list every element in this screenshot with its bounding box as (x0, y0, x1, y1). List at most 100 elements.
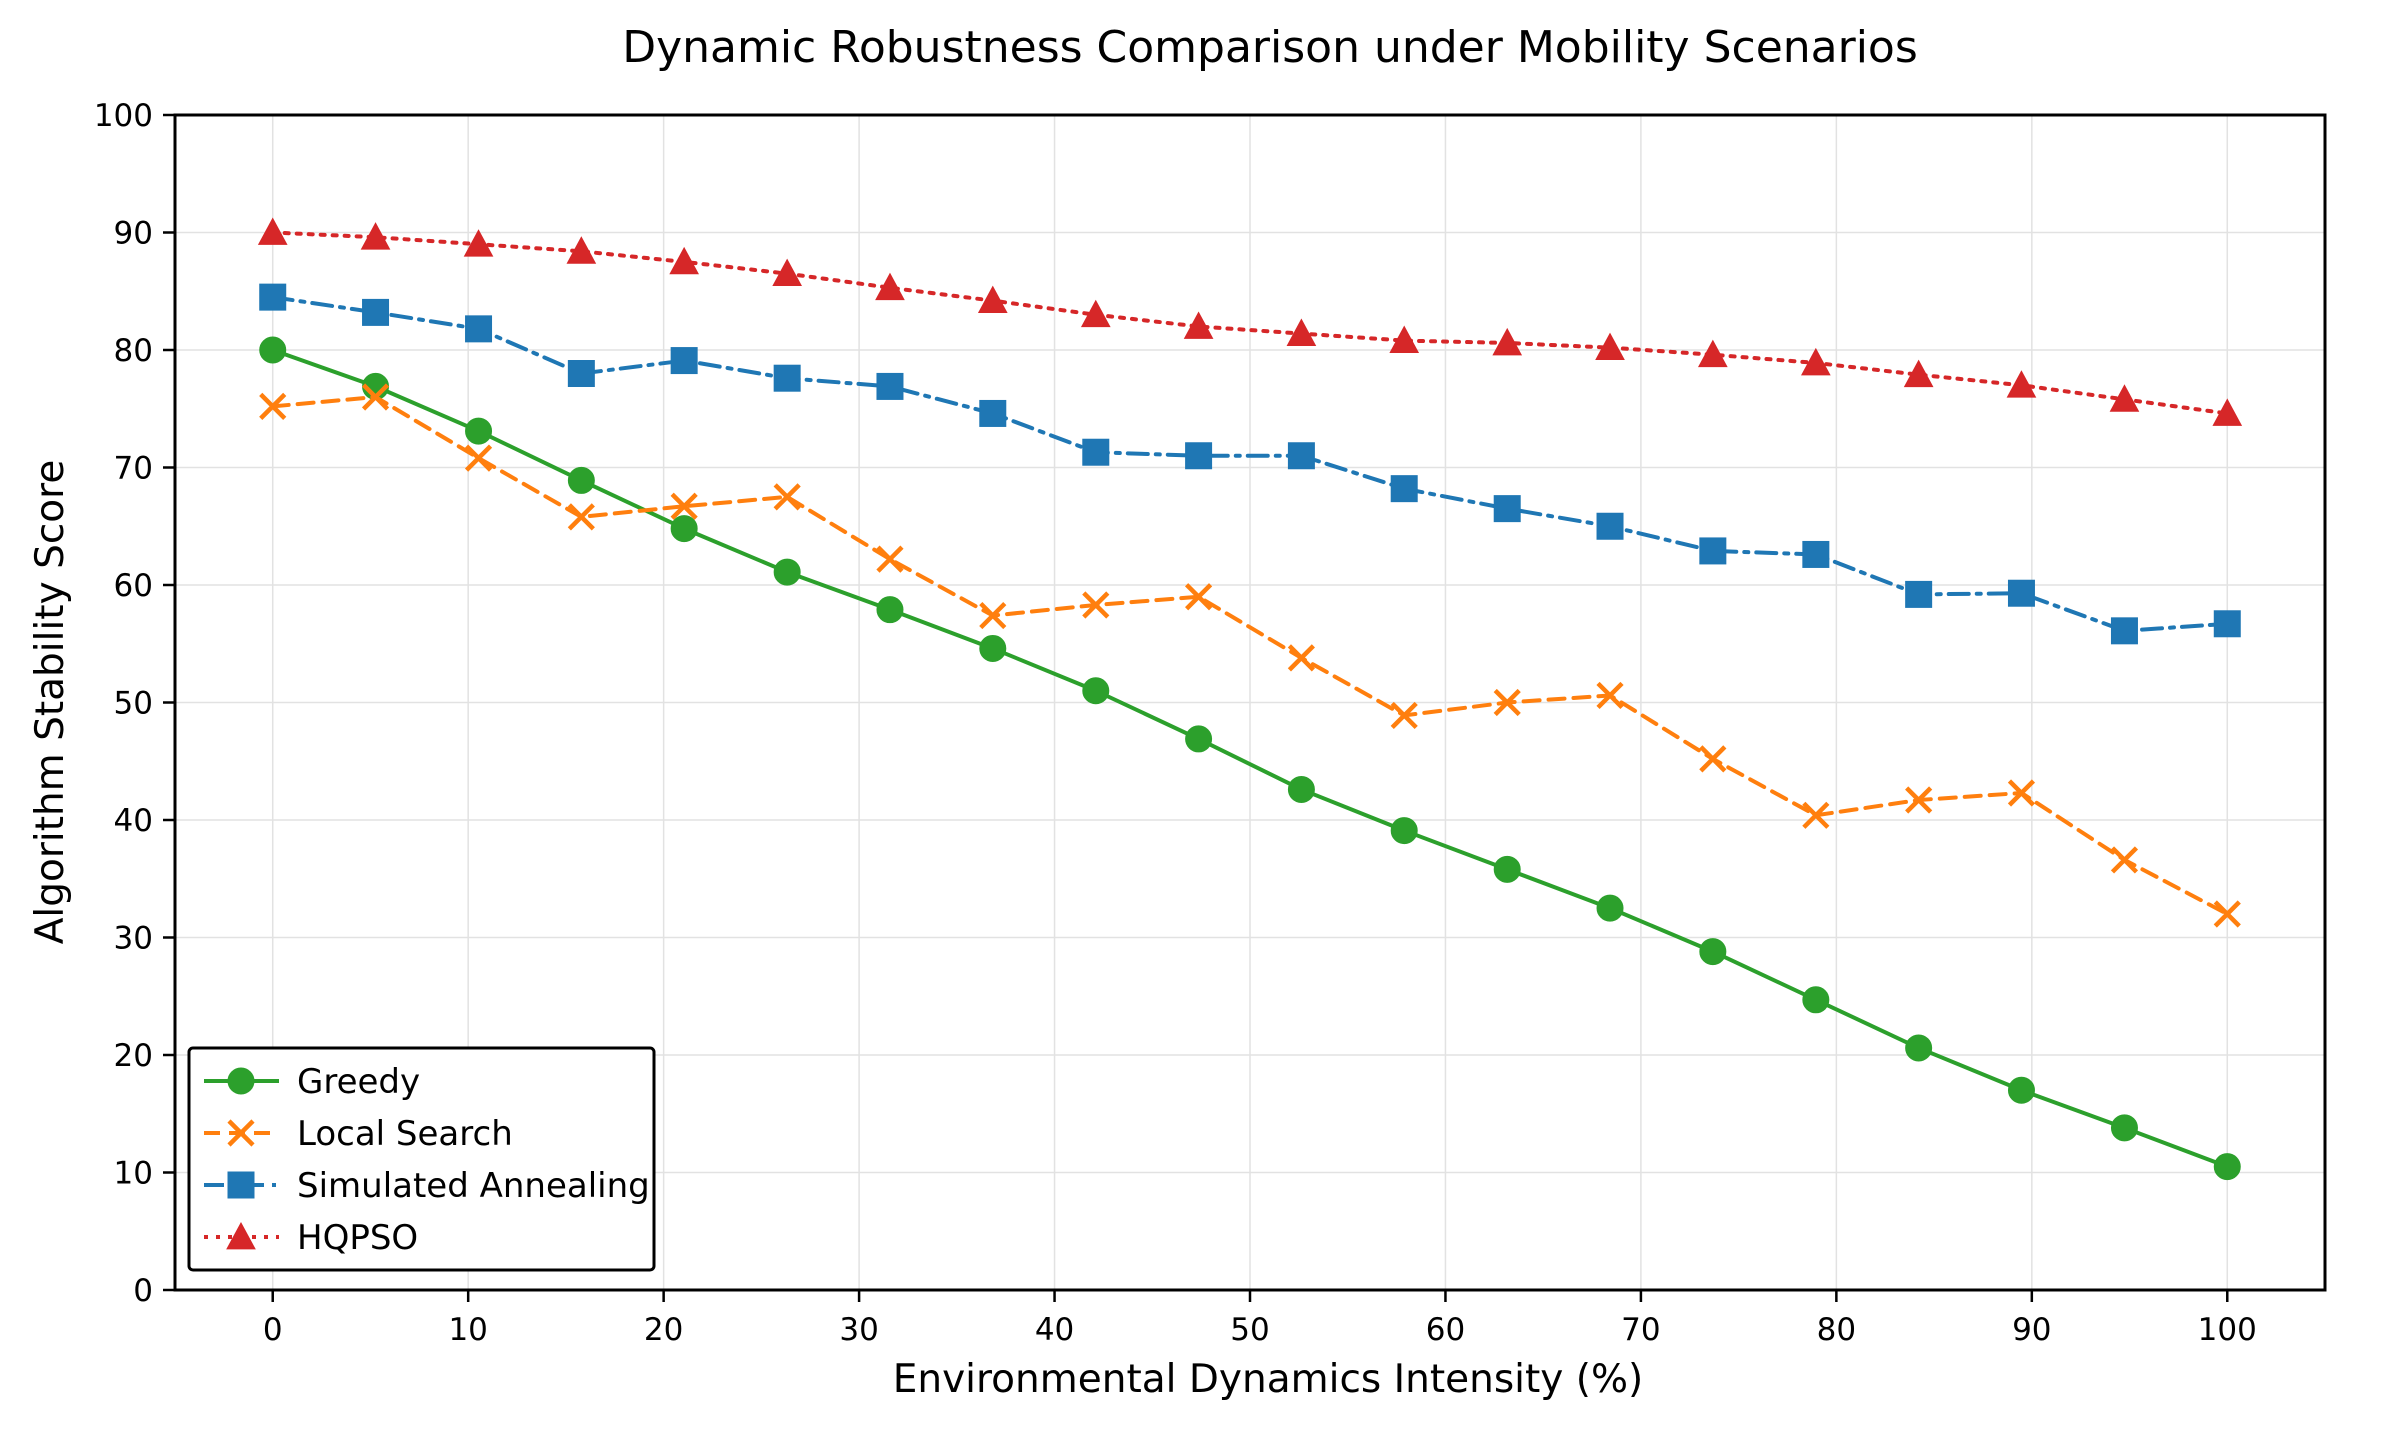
data-point-hqpso-18 (2109, 384, 2140, 412)
data-point-simulated-annealing-9 (1185, 442, 1213, 470)
data-point-local-search-7 (979, 601, 1007, 630)
series-line-greedy (270, 348, 2230, 1169)
legend-label-local-search: Local Search (297, 1114, 513, 1154)
data-point-local-search-0 (259, 392, 287, 420)
legend-label-hqpso: HQPSO (297, 1218, 418, 1258)
data-point-simulated-annealing-4 (670, 347, 698, 375)
y-tick-label-2: 20 (114, 1038, 153, 1074)
series-line-simulated-annealing (270, 295, 2230, 633)
x-tick-label-6: 60 (1426, 1312, 1465, 1348)
data-point-simulated-annealing-8 (1082, 438, 1110, 466)
data-point-greedy-0 (259, 336, 287, 364)
data-point-local-search-2 (464, 444, 493, 472)
data-point-greedy-3 (567, 466, 595, 494)
data-point-local-search-4 (670, 492, 698, 520)
series-line-local-search (270, 395, 2230, 916)
y-tick-label-4: 40 (114, 803, 153, 839)
data-point-greedy-5 (773, 558, 801, 586)
series-layer (257, 217, 2243, 1181)
data-point-greedy-16 (1905, 1034, 1933, 1062)
legend-label-simulated-annealing: Simulated Annealing (297, 1166, 650, 1206)
series-local-search (259, 383, 2241, 928)
x-tick-label-10: 100 (2198, 1312, 2257, 1348)
data-point-hqpso-7 (977, 285, 1008, 314)
x-axis-label: Environmental Dynamics Intensity (%) (893, 1357, 1644, 1402)
data-point-hqpso-4 (669, 246, 699, 275)
data-point-simulated-annealing-7 (979, 399, 1007, 427)
series-greedy (259, 336, 2241, 1181)
series-hqpso (257, 217, 2243, 426)
y-tick-label-6: 60 (114, 568, 153, 604)
data-point-local-search-1 (361, 383, 390, 411)
data-point-hqpso-14 (1697, 339, 1728, 368)
data-point-hqpso-5 (772, 258, 803, 287)
data-point-hqpso-9 (1183, 311, 1214, 339)
legend-marker-hqpso (226, 1221, 256, 1250)
data-point-local-search-16 (1905, 786, 1933, 814)
data-point-hqpso-12 (1492, 327, 1523, 356)
data-point-greedy-19 (2213, 1153, 2241, 1181)
data-point-greedy-13 (1596, 894, 1624, 922)
data-point-local-search-13 (1596, 681, 1624, 710)
y-tick-label-9: 90 (114, 216, 153, 252)
data-point-simulated-annealing-15 (1802, 540, 1830, 568)
data-point-simulated-annealing-12 (1493, 495, 1521, 523)
data-point-greedy-14 (1699, 938, 1727, 966)
data-point-local-search-10 (1287, 644, 1315, 672)
data-point-greedy-2 (465, 417, 493, 445)
data-point-greedy-12 (1493, 855, 1521, 883)
y-tick-label-7: 70 (114, 451, 153, 487)
data-point-local-search-6 (876, 545, 904, 573)
y-tick-label-0: 0 (133, 1273, 153, 1309)
data-point-greedy-18 (2110, 1114, 2138, 1142)
data-point-local-search-9 (1185, 583, 1213, 611)
legend-marker-simulated-annealing (227, 1171, 255, 1199)
x-tick-label-4: 40 (1035, 1312, 1074, 1348)
data-point-local-search-3 (567, 503, 595, 531)
data-point-local-search-8 (1082, 591, 1110, 619)
data-point-greedy-9 (1185, 725, 1213, 753)
data-point-simulated-annealing-13 (1596, 512, 1624, 540)
x-tick-label-5: 50 (1230, 1312, 1269, 1348)
y-axis: 0 10 20 30 40 50 60 70 80 90 100 (94, 98, 175, 1309)
y-axis-label: Algorithm Stability Score (28, 460, 73, 945)
y-tick-label-8: 80 (114, 333, 153, 369)
series-line-hqpso (270, 230, 2230, 416)
data-point-hqpso-13 (1595, 332, 1625, 361)
x-tick-label-7: 70 (1621, 1312, 1660, 1348)
data-point-local-search-18 (2110, 846, 2139, 874)
data-point-local-search-19 (2213, 900, 2241, 928)
data-point-simulated-annealing-19 (2213, 610, 2241, 638)
data-point-simulated-annealing-3 (567, 360, 595, 387)
data-point-hqpso-0 (257, 217, 288, 245)
legend-box (187, 1046, 656, 1272)
data-point-local-search-11 (1390, 701, 1418, 730)
x-tick-label-1: 10 (448, 1312, 487, 1348)
data-point-hqpso-15 (1801, 347, 1831, 376)
data-point-hqpso-11 (1389, 325, 1420, 353)
data-point-greedy-6 (876, 596, 904, 624)
data-point-local-search-15 (1802, 801, 1830, 829)
y-tick-label-5: 50 (114, 686, 153, 722)
data-point-hqpso-16 (1903, 359, 1934, 388)
series-simulated-annealing (259, 283, 2241, 645)
y-tick-label-10: 100 (94, 98, 153, 134)
data-point-greedy-15 (1802, 986, 1830, 1014)
x-tick-label-9: 90 (2012, 1312, 2051, 1348)
data-point-simulated-annealing-1 (362, 298, 390, 326)
data-point-greedy-8 (1082, 677, 1110, 705)
legend-label-greedy: Greedy (297, 1062, 420, 1102)
data-point-greedy-7 (979, 634, 1007, 662)
data-point-simulated-annealing-11 (1390, 475, 1418, 503)
x-tick-label-0: 0 (263, 1312, 283, 1348)
data-point-simulated-annealing-5 (773, 364, 801, 392)
data-point-simulated-annealing-2 (465, 315, 493, 343)
data-point-simulated-annealing-10 (1287, 442, 1315, 470)
data-point-simulated-annealing-18 (2110, 617, 2138, 645)
legend-marker-local-search (227, 1119, 255, 1147)
data-point-simulated-annealing-16 (1905, 580, 1933, 608)
data-point-hqpso-8 (1080, 299, 1111, 328)
data-point-simulated-annealing-6 (876, 372, 904, 400)
data-point-local-search-12 (1493, 688, 1521, 717)
